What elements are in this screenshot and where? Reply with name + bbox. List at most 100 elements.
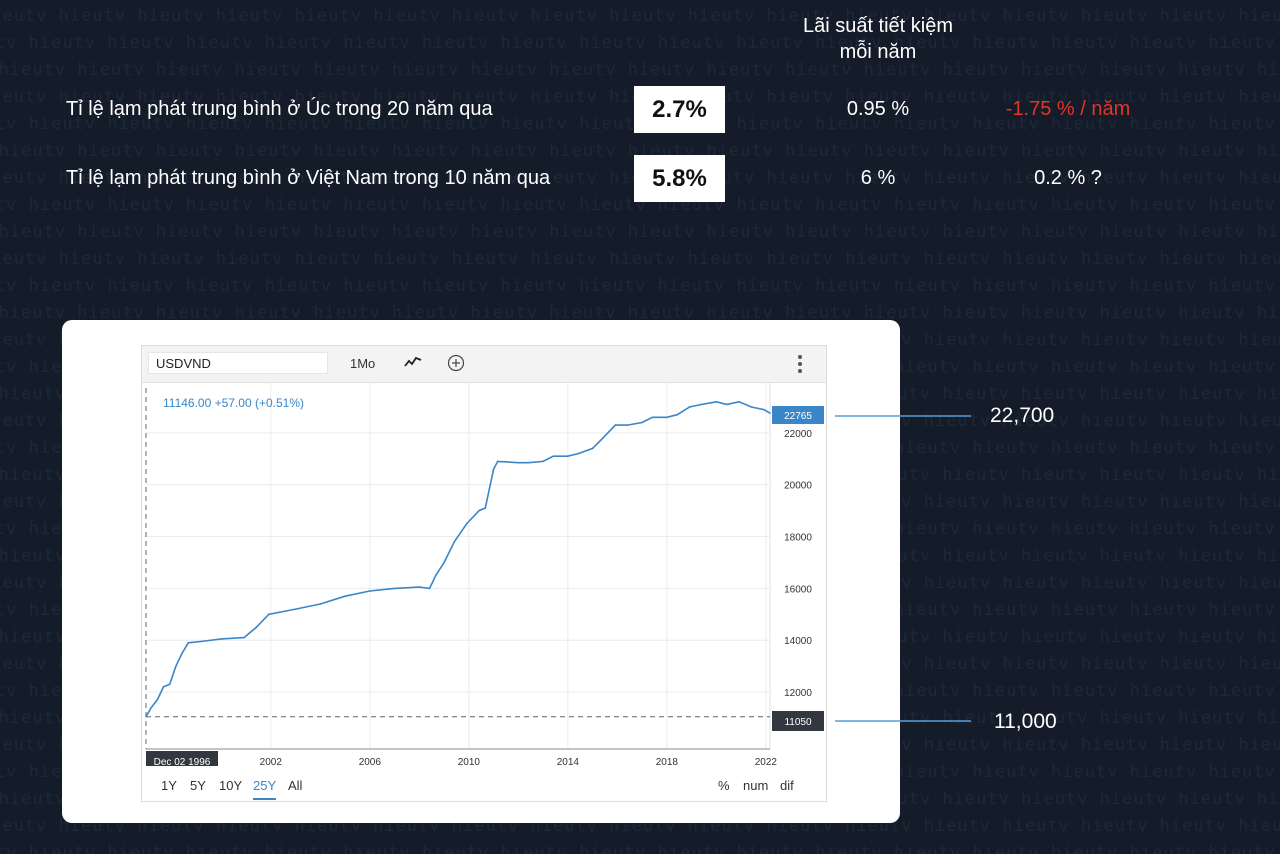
data-point: [542, 460, 544, 463]
range-1y-button[interactable]: 1Y: [161, 778, 177, 793]
start-price-label: 11050: [784, 717, 812, 728]
row-label-vietnam: Tỉ lệ lạm phát trung bình ở Việt Nam tro…: [66, 167, 551, 189]
quote-readout: 11146.00 +57.00 (+0.51%): [163, 396, 304, 410]
savings-rate-australia: 0.95 %: [846, 98, 910, 120]
plus-circle-icon[interactable]: [447, 354, 465, 375]
data-point: [145, 715, 147, 718]
x-tick-label: 2002: [260, 757, 283, 766]
price-chart[interactable]: 2002 2006 2010 2014 2018 2022 12000 14000 16000…: [142, 346, 826, 766]
x-tick-label: 2006: [359, 757, 382, 766]
savings-rate-heading: Lãi suất tiết kiệm mỗi năm: [778, 13, 978, 65]
data-point: [150, 706, 152, 709]
low-annotation-label: 11,000: [994, 710, 1057, 733]
data-point: [577, 452, 579, 455]
row-label-australia: Tỉ lệ lạm phát trung bình ở Úc trong 20 …: [66, 98, 493, 120]
chart-toolbar: USDVND 1Mo: [142, 346, 826, 383]
data-point: [517, 461, 520, 464]
data-point: [492, 468, 495, 470]
data-point: [435, 574, 437, 577]
data-point: [255, 626, 258, 629]
data-point: [602, 437, 604, 439]
y-tick-label: 14000: [784, 636, 812, 647]
kebab-menu-icon[interactable]: [797, 354, 803, 377]
data-point: [614, 424, 617, 426]
data-point: [156, 699, 159, 701]
data-point: [688, 406, 691, 408]
data-point: [626, 424, 629, 426]
current-price-badge: 22765: [772, 406, 824, 424]
data-point: [750, 406, 753, 408]
data-point: [418, 586, 421, 588]
x-tick-label: 2014: [557, 757, 580, 766]
data-point: [168, 683, 171, 686]
watermark-row: hieutv hieutv hieutv hieutv hieutv hieut…: [0, 222, 1280, 242]
data-point: [465, 522, 468, 525]
y-tick-label: 22000: [784, 429, 812, 440]
data-point: [162, 686, 165, 688]
data-point: [676, 413, 678, 416]
chart-widget: USDVND 1Mo 2002 2006 2010 2014 2018 2022 1200…: [141, 345, 827, 802]
savings-rate-vietnam: 6 %: [860, 167, 896, 189]
data-point: [738, 400, 740, 403]
data-point: [220, 638, 223, 640]
watermark-row: hieutv hieutv hieutv hieutv hieutv hieut…: [0, 6, 1280, 26]
y-tick-label: 12000: [784, 688, 812, 699]
data-point: [641, 421, 643, 424]
data-point: [175, 665, 177, 667]
data-point: [393, 587, 396, 590]
high-annotation-label: 22,700: [990, 404, 1055, 427]
data-point: [567, 455, 569, 458]
range-all-button[interactable]: All: [288, 778, 303, 793]
watermark-row: hieutv hieutv hieutv hieutv hieutv hieut…: [0, 249, 1280, 269]
data-point: [267, 613, 270, 616]
data-point: [294, 608, 297, 610]
y-tick-label: 18000: [784, 533, 812, 544]
data-point: [187, 642, 190, 644]
heading-line-1: Lãi suất tiết kiệm: [802, 15, 954, 37]
line-chart-icon[interactable]: [404, 354, 422, 373]
data-point: [666, 416, 668, 419]
data-point: [199, 640, 202, 643]
data-point: [591, 447, 594, 450]
start-price-badge: 11050: [772, 711, 824, 731]
data-point: [769, 412, 771, 414]
data-point: [763, 408, 765, 411]
chart-card: USDVND 1Mo 2002 2006 2010 2014 2018 2022 1200…: [62, 320, 900, 823]
data-point: [715, 400, 718, 403]
y-tick-label: 16000: [784, 584, 812, 595]
range-25y-button[interactable]: 25Y: [253, 778, 277, 800]
data-point: [701, 403, 703, 406]
real-return-australia: -1.75 % / năm: [1005, 98, 1131, 120]
data-point: [443, 561, 445, 564]
unit-dif-button[interactable]: dif: [780, 778, 794, 793]
data-point: [319, 603, 322, 605]
symbol-input[interactable]: USDVND: [148, 352, 328, 374]
range-5y-button[interactable]: 5Y: [190, 778, 206, 793]
data-point: [243, 636, 245, 639]
watermark-row: hieutv hieutv hieutv hieutv hieutv hieut…: [0, 843, 1280, 854]
x-tick-label: 2022: [755, 757, 778, 766]
data-point: [552, 455, 555, 458]
data-point: [344, 595, 346, 597]
unit-percent-button[interactable]: %: [718, 778, 730, 793]
heading-line-2: mỗi năm: [839, 41, 917, 63]
data-point: [478, 509, 480, 512]
series-line-usdvnd: [145, 400, 771, 718]
y-tick-label: 20000: [784, 481, 812, 492]
data-point: [428, 587, 431, 590]
data-point: [369, 590, 371, 592]
range-bar: 1Y 5Y 10Y 25Y All % num dif: [142, 766, 826, 800]
range-10y-button[interactable]: 10Y: [219, 778, 243, 793]
data-point: [725, 403, 728, 406]
data-point: [651, 416, 654, 419]
data-point: [453, 540, 456, 543]
interval-selector[interactable]: 1Mo: [350, 356, 376, 371]
current-price-label: 22765: [784, 411, 812, 422]
data-point: [484, 507, 487, 509]
start-date-label: Dec 02 1996: [154, 757, 211, 766]
watermark-row: hieutv hieutv hieutv hieutv hieutv hieut…: [0, 60, 1280, 80]
unit-num-button[interactable]: num: [743, 778, 769, 793]
data-point: [181, 652, 183, 654]
start-date-badge: Dec 02 1996: [146, 751, 218, 766]
x-tick-label: 2018: [656, 757, 679, 766]
